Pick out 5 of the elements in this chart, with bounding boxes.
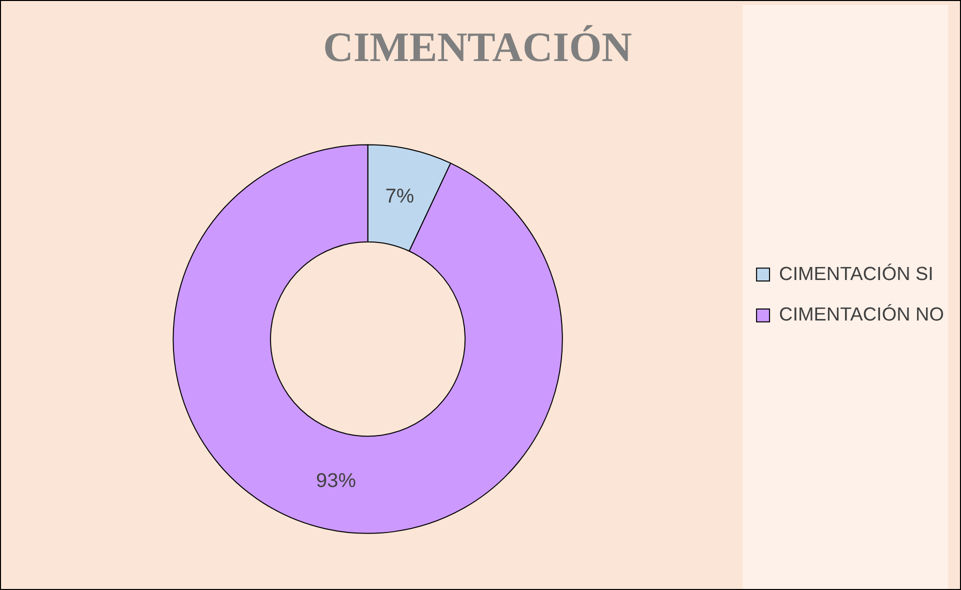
data-label: 7% xyxy=(385,185,414,208)
legend-label: CIMENTACIÓN SI xyxy=(779,262,934,285)
chart-title: CIMENTACIÓN xyxy=(323,24,632,71)
legend-label: CIMENTACIÓN NO xyxy=(779,304,944,326)
data-label: 93% xyxy=(316,470,356,492)
